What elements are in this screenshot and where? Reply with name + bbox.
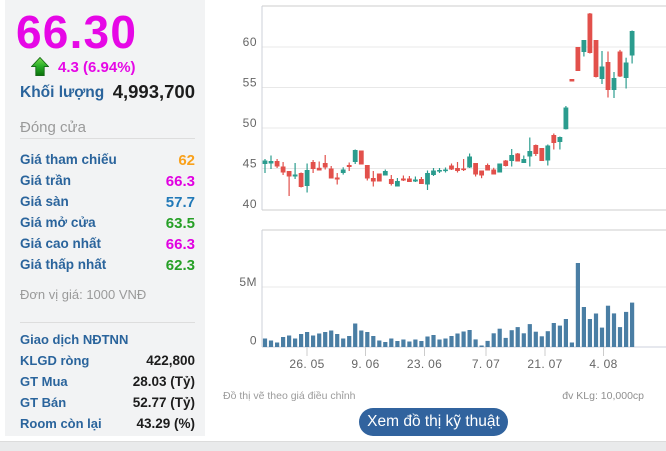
svg-text:55: 55 bbox=[243, 75, 257, 89]
svg-text:5M: 5M bbox=[239, 275, 257, 289]
svg-text:23. 06: 23. 06 bbox=[407, 357, 442, 371]
svg-text:50: 50 bbox=[243, 116, 257, 130]
svg-text:26. 05: 26. 05 bbox=[289, 357, 324, 371]
svg-text:60: 60 bbox=[243, 35, 257, 49]
svg-text:4. 08: 4. 08 bbox=[589, 357, 617, 371]
svg-text:9. 06: 9. 06 bbox=[351, 357, 379, 371]
svg-text:21. 07: 21. 07 bbox=[527, 357, 562, 371]
svg-text:7. 07: 7. 07 bbox=[472, 357, 500, 371]
svg-text:45: 45 bbox=[243, 157, 257, 171]
svg-text:40: 40 bbox=[243, 197, 257, 211]
svg-text:0: 0 bbox=[250, 334, 257, 348]
